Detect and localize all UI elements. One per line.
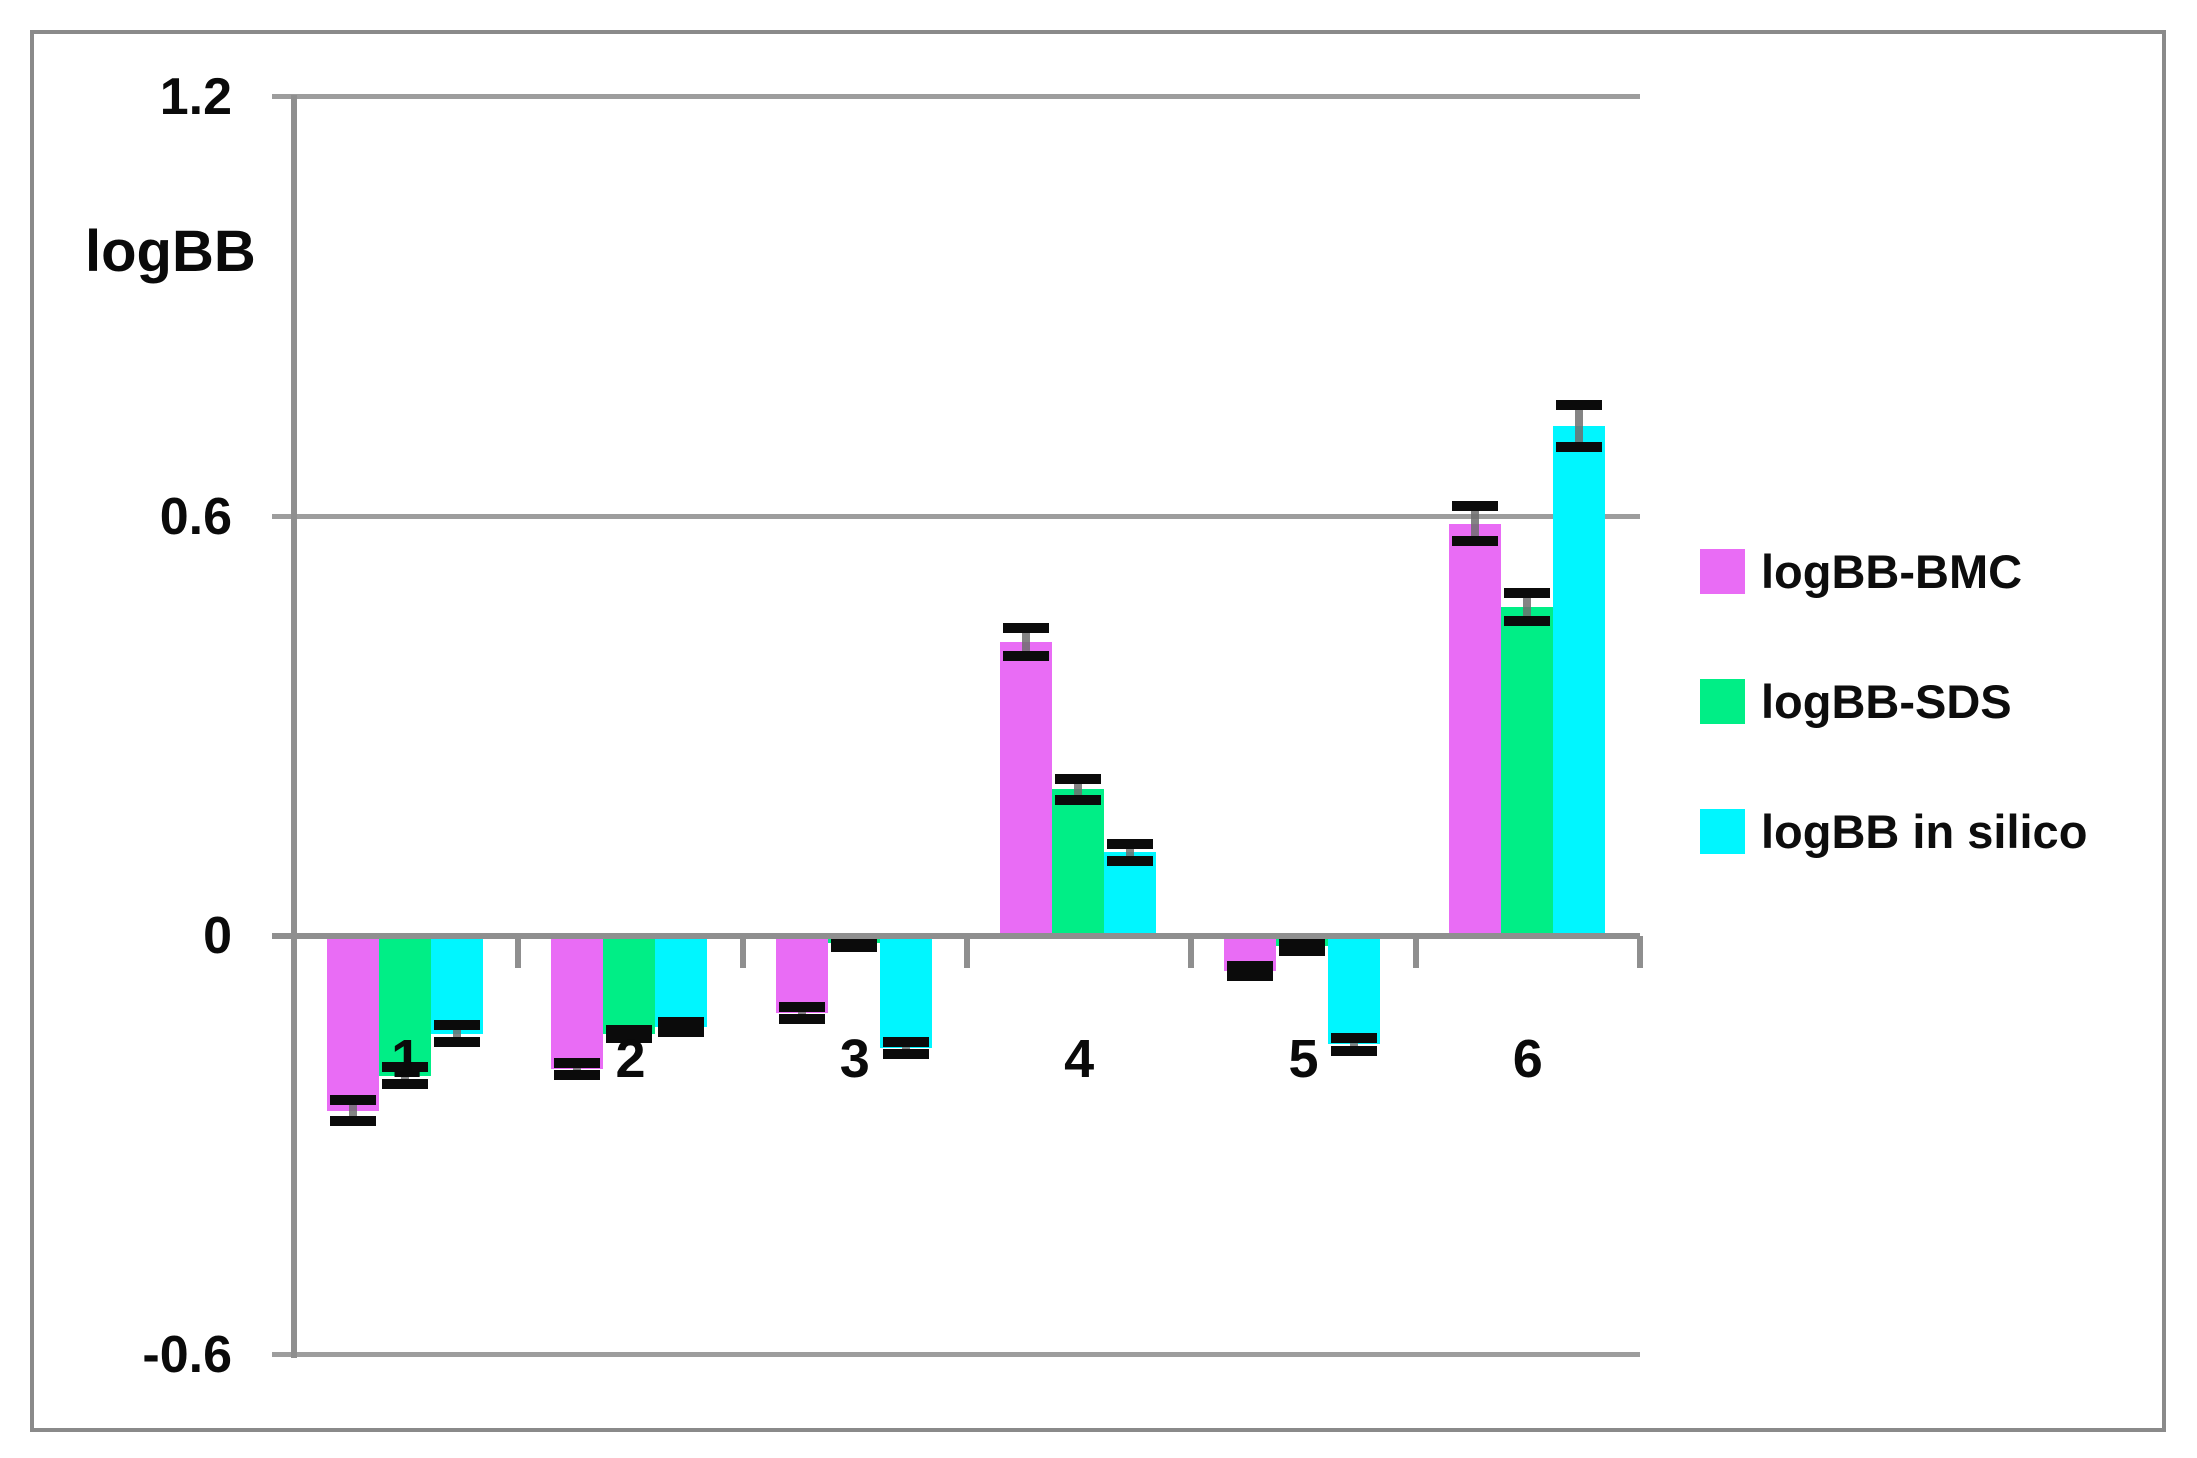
x-category-label: 1: [391, 1029, 422, 1089]
error-bar-cap-top: [882, 1036, 929, 1047]
y-tick-label: 0.6: [159, 487, 232, 546]
x-axis-tick: [739, 936, 746, 968]
bar-logBB in silico-5: [1328, 936, 1381, 1045]
error-bar-whisker: [1074, 778, 1082, 800]
error-bar-cap-bottom: [382, 1079, 428, 1090]
error-bar-cap-top: [606, 1024, 653, 1035]
error-bar-cap-bottom: [1451, 536, 1498, 547]
error-bar-cap-bottom: [1503, 616, 1550, 627]
legend-swatch: [1700, 678, 1745, 724]
x-axis-tick: [1188, 936, 1195, 968]
bar-logBB in silico-3: [879, 936, 932, 1048]
error-bar-cap-top: [778, 1001, 825, 1012]
error-bar-cap-top: [1331, 1033, 1378, 1044]
error-bar-whisker: [901, 1041, 910, 1055]
error-bar-cap-bottom: [434, 1037, 480, 1048]
error-bar-cap-bottom: [1003, 651, 1049, 662]
x-category-label: 3: [839, 1029, 870, 1089]
x-axis-tick: [1637, 936, 1643, 968]
y-axis-title: logBB: [85, 219, 256, 284]
bar-logBB in silico-1: [431, 936, 483, 1034]
error-bar-cap-bottom: [1227, 970, 1274, 981]
legend-item: logBB-SDS: [1700, 675, 2012, 728]
error-bar-cap-top: [330, 1095, 376, 1106]
error-bar-cap-top: [1107, 838, 1153, 849]
y-tick-label: -0.6: [142, 1326, 232, 1385]
error-bar-cap-top: [658, 1016, 705, 1027]
error-bar-cap-bottom: [658, 1026, 705, 1037]
error-bar-whisker: [1350, 1038, 1359, 1051]
error-bar-cap-bottom: [1279, 945, 1326, 956]
error-bar-cap-bottom: [1555, 441, 1602, 452]
legend-label: logBB in silico: [1761, 804, 2088, 858]
x-category-label: 6: [1512, 1029, 1543, 1089]
error-bar-whisker: [573, 1062, 582, 1076]
error-bar-whisker: [1522, 593, 1531, 622]
chart-frame: [30, 30, 2166, 1432]
error-bar-whisker: [401, 1067, 409, 1085]
error-bar-whisker: [453, 1025, 461, 1043]
gridline-0.6: [272, 513, 1640, 519]
error-bar-cap-top: [1227, 961, 1274, 972]
legend-swatch: [1700, 808, 1745, 854]
x-category-label: 2: [615, 1029, 646, 1089]
error-bar-whisker: [1022, 628, 1030, 657]
error-bar-whisker: [1126, 843, 1134, 861]
error-bar-cap-bottom: [554, 1070, 601, 1081]
legend-item: logBB-BMC: [1700, 545, 2022, 598]
gridline-1.2: [272, 94, 1640, 100]
error-bar-cap-top: [1279, 937, 1326, 948]
x-axis-tick: [964, 936, 970, 968]
error-bar-whisker: [1574, 404, 1583, 447]
y-tick-label: 1.2: [159, 68, 232, 127]
bar-logBB-SDS-2: [603, 936, 656, 1034]
error-bar-whisker: [1470, 506, 1479, 542]
error-bar-cap-bottom: [1107, 855, 1153, 866]
y-tick-label: 0: [203, 907, 232, 965]
x-axis-tick: [1412, 936, 1419, 968]
error-bar-cap-top: [434, 1020, 480, 1031]
bar-logBB in silico-6: [1552, 425, 1605, 936]
error-bar-cap-top: [1003, 623, 1049, 634]
legend-label: logBB-SDS: [1761, 674, 2012, 728]
bar-logBB-BMC-3: [775, 936, 828, 1013]
error-bar-whisker: [349, 1100, 357, 1122]
bar-logBB in silico-2: [655, 936, 708, 1027]
error-bar-cap-top: [554, 1057, 601, 1068]
error-bar-cap-top: [1503, 588, 1550, 599]
error-bar-cap-top: [382, 1062, 428, 1073]
legend-label: logBB-BMC: [1761, 544, 2023, 598]
bar-logBB-BMC-6: [1448, 523, 1501, 936]
bar-logBB-SDS-6: [1500, 607, 1553, 936]
error-bar-cap-bottom: [778, 1014, 825, 1025]
bar-logBB-SDS-4: [1052, 789, 1104, 936]
bar-logBB-SDS-1: [379, 936, 431, 1076]
gridline-0: [272, 933, 1640, 939]
legend-swatch: [1700, 548, 1745, 594]
bar-logBB in silico-4: [1104, 852, 1156, 936]
error-bar-cap-bottom: [1055, 794, 1101, 805]
bar-logBB-BMC-1: [327, 936, 379, 1111]
x-axis-tick: [515, 936, 522, 968]
error-bar-whisker: [797, 1006, 806, 1020]
error-bar-cap-bottom: [1331, 1045, 1378, 1056]
bar-logBB-BMC-2: [551, 936, 604, 1069]
gridline--0.6: [272, 1352, 1640, 1358]
error-bar-cap-top: [1451, 501, 1498, 512]
error-bar-cap-bottom: [830, 942, 877, 953]
error-bar-cap-top: [1055, 773, 1101, 784]
error-bar-cap-bottom: [606, 1033, 653, 1044]
legend-item: logBB in silico: [1700, 805, 2087, 858]
error-bar-cap-bottom: [882, 1049, 929, 1060]
bar-logBB-BMC-4: [1000, 642, 1052, 936]
error-bar-cap-top: [1555, 399, 1602, 410]
y-axis-line: [291, 95, 297, 1359]
error-bar-cap-bottom: [330, 1116, 376, 1127]
x-category-label: 4: [1064, 1029, 1095, 1089]
x-category-label: 5: [1288, 1029, 1319, 1089]
